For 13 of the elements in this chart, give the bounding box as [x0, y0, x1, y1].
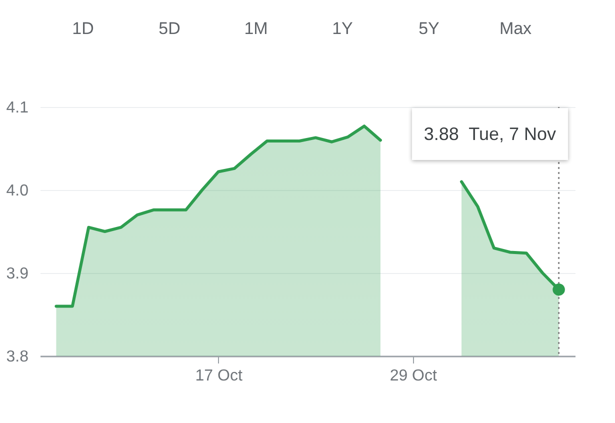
text: 1D: [72, 18, 94, 40]
y-tick-label: 3.9: [6, 266, 29, 282]
y-tick-label: 4.1: [6, 100, 29, 116]
annotation: 3.88 Tue, 7 Nov: [412, 108, 568, 160]
text: 5Y: [418, 18, 440, 40]
y-tick-label: 4.0: [6, 182, 29, 200]
x-tick-label: 17 Oct: [195, 368, 243, 384]
text: 1M: [244, 18, 268, 40]
x-tick-label: 29 Oct: [390, 368, 438, 384]
text: 5D: [158, 18, 180, 40]
text: Max: [499, 18, 532, 40]
y-tick-label: 3.8: [6, 348, 29, 366]
text: 1Y: [332, 18, 353, 40]
